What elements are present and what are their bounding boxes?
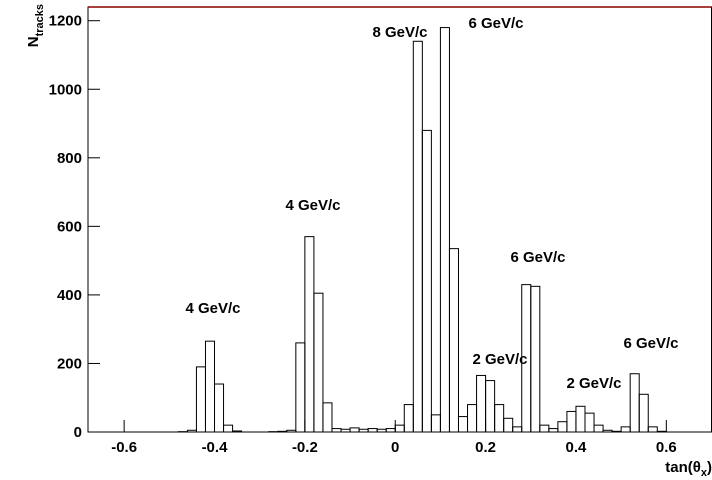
histogram-bin — [186, 429, 197, 433]
histogram-bin — [602, 429, 613, 433]
histogram-bin — [485, 380, 496, 433]
annotation: 6 GeV/c — [623, 335, 678, 352]
y-tick-label: 800 — [57, 150, 82, 167]
histogram-bin — [448, 248, 459, 433]
histogram-bin — [331, 428, 342, 433]
histogram-bin — [313, 292, 324, 433]
histogram-bin — [457, 416, 469, 433]
histogram-bin — [340, 428, 351, 433]
x-tick-label: -0.2 — [292, 439, 318, 456]
y-tick-label: 600 — [57, 218, 82, 235]
histogram-bin — [593, 424, 604, 433]
y-label-part: N — [25, 36, 42, 47]
histogram-bin — [611, 430, 622, 433]
histogram-bin — [295, 342, 306, 433]
histogram-bin — [467, 404, 478, 433]
histogram-bin — [629, 373, 640, 433]
x-label-part: ) — [707, 459, 712, 476]
y-tick-label: 0 — [74, 424, 82, 441]
x-tick-label: 0.2 — [475, 439, 496, 456]
x-tick-label: 0.4 — [566, 439, 588, 456]
histogram-bin — [403, 404, 414, 433]
histogram-bin — [620, 426, 631, 433]
histogram-bin — [494, 404, 505, 433]
annotation: 6 GeV/c — [468, 15, 523, 32]
histogram-bin — [503, 417, 514, 433]
annotation: 8 GeV/c — [372, 24, 427, 41]
histogram-bin — [412, 40, 423, 433]
plot-frame — [87, 6, 712, 433]
annotation: 2 GeV/c — [472, 351, 527, 368]
y-tick-label: 400 — [57, 287, 82, 304]
histogram-bin — [322, 402, 333, 433]
x-label-sub: x — [701, 467, 708, 479]
histogram-bin — [439, 27, 450, 433]
histogram-bin — [385, 428, 396, 433]
annotation: 2 GeV/c — [566, 375, 621, 392]
annotation: 4 GeV/c — [285, 197, 340, 214]
histogram-bin — [539, 424, 550, 433]
histogram-bin — [204, 340, 216, 433]
y-axis-label: Ntracks — [25, 4, 46, 47]
x-axis-label: tan(θx) — [665, 459, 712, 479]
histogram-bin — [358, 428, 369, 433]
histogram-bin — [277, 430, 288, 433]
histogram-bin — [421, 129, 432, 433]
x-tick-label: 0.6 — [656, 439, 677, 456]
annotation: 6 GeV/c — [510, 249, 565, 266]
histogram-bin — [638, 393, 649, 433]
histogram-bin — [223, 424, 234, 433]
histogram-bin — [195, 366, 206, 433]
histogram-bin — [394, 424, 405, 433]
x-tick-label: 0 — [391, 439, 399, 456]
histogram-bin — [575, 405, 586, 433]
histogram-bin — [647, 426, 658, 433]
histogram-bin — [557, 421, 568, 433]
histogram-bin — [304, 236, 315, 433]
histogram-bin — [530, 285, 541, 433]
histogram-bin — [376, 428, 387, 433]
histogram-bin — [584, 412, 595, 433]
histogram-bin — [548, 428, 559, 433]
y-label-sub: tracks — [34, 4, 46, 36]
histogram-bin — [214, 383, 225, 433]
histogram-bin — [349, 427, 360, 433]
histogram-bin — [367, 428, 378, 433]
x-tick-label: -0.4 — [202, 439, 229, 456]
y-tick-label: 1200 — [49, 13, 82, 30]
histogram-bin — [430, 414, 441, 433]
x-label-part: tan(θ — [665, 459, 701, 476]
histogram-bin — [566, 410, 577, 433]
histogram-bin — [512, 426, 523, 433]
x-tick-label: -0.6 — [111, 439, 137, 456]
histogram-bin — [286, 429, 297, 433]
histogram-bin — [232, 430, 243, 433]
y-tick-label: 200 — [57, 355, 82, 372]
y-tick-label: 1000 — [49, 81, 82, 98]
histogram-bin — [656, 430, 667, 433]
annotation: 4 GeV/c — [185, 300, 240, 317]
histogram-bin — [476, 374, 487, 433]
